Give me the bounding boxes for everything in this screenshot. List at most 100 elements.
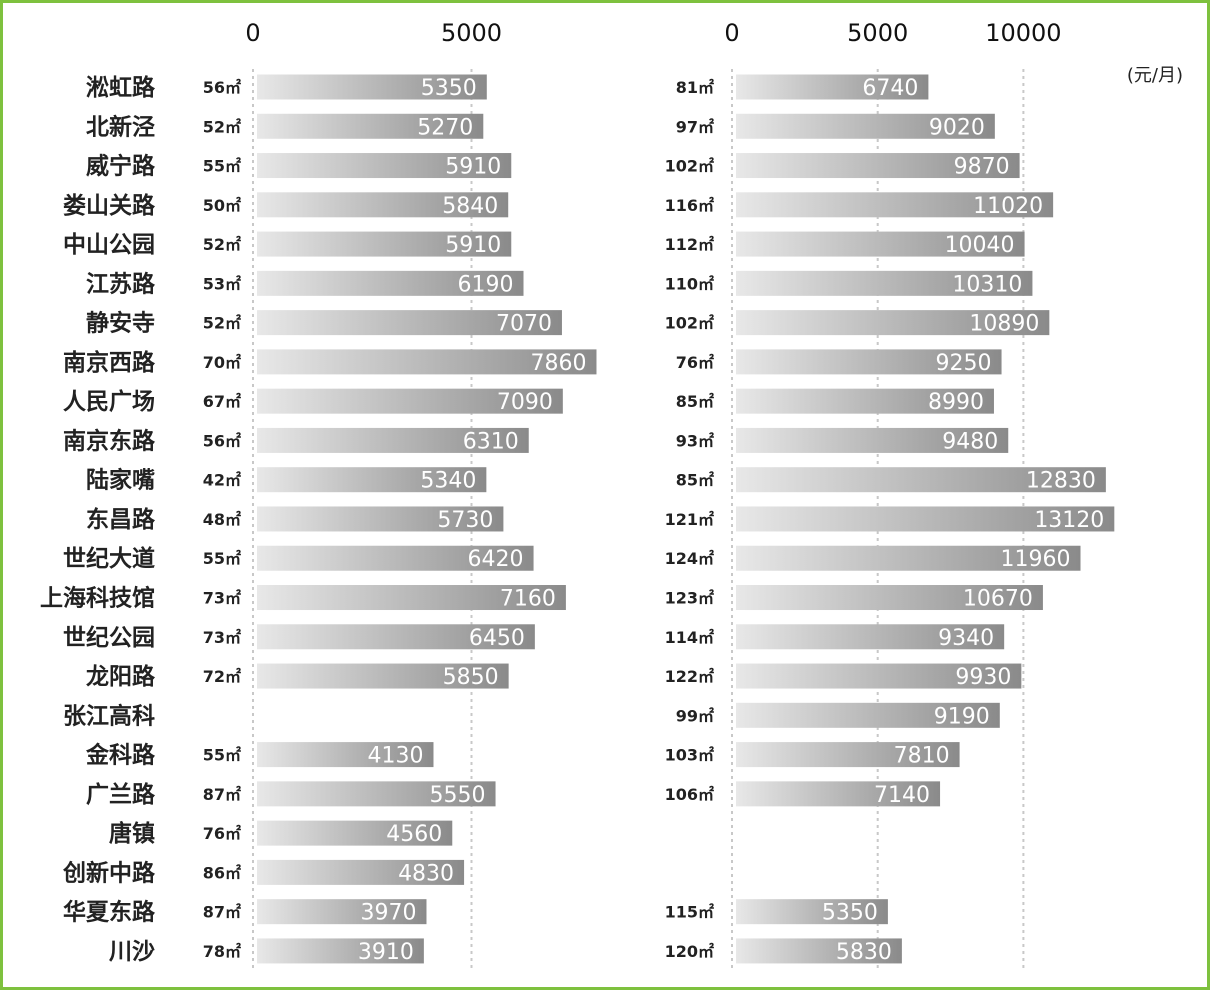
bar — [257, 74, 487, 100]
x-tick-label: 5000 — [847, 19, 908, 47]
bar-value-label: 5910 — [445, 155, 501, 180]
bar — [257, 113, 484, 139]
area-label: 48㎡ — [203, 510, 241, 529]
bar-value-label: 11960 — [1001, 547, 1071, 572]
area-label: 67㎡ — [203, 392, 241, 411]
area-label: 52㎡ — [203, 235, 241, 254]
area-label: 103㎡ — [665, 746, 714, 765]
bar-value-label: 4560 — [386, 822, 442, 847]
bar — [257, 781, 496, 807]
unit-label: (元/月) — [1127, 65, 1183, 86]
bar — [257, 820, 453, 846]
area-label: 56㎡ — [203, 431, 241, 450]
bar-value-label: 6310 — [463, 429, 519, 454]
area-label: 93㎡ — [676, 431, 714, 450]
bar-value-label: 10040 — [945, 233, 1015, 258]
x-tick-label: 10000 — [985, 19, 1061, 47]
station-label: 川沙 — [109, 939, 155, 965]
area-label: 121㎡ — [665, 510, 714, 529]
bar-value-label: 9870 — [954, 155, 1010, 180]
area-label: 85㎡ — [676, 392, 714, 411]
station-label: 华夏东路 — [63, 899, 156, 926]
station-label: 上海科技馆 — [40, 585, 155, 612]
area-label: 87㎡ — [203, 903, 241, 922]
bar-value-label: 5830 — [836, 940, 892, 965]
station-label: 北新泾 — [86, 113, 155, 140]
area-label: 81㎡ — [676, 78, 714, 97]
bar-value-label: 5350 — [421, 76, 477, 101]
bar — [736, 192, 1054, 218]
area-label: 86㎡ — [203, 863, 241, 882]
area-label: 116㎡ — [665, 196, 714, 215]
bar-value-label: 6420 — [468, 547, 524, 572]
bar — [257, 506, 504, 532]
bar-value-label: 9930 — [955, 665, 1011, 690]
station-label: 威宁路 — [86, 153, 156, 180]
bar — [736, 702, 1000, 728]
bar-value-label: 6450 — [469, 626, 525, 651]
bar — [257, 310, 562, 336]
area-label: 115㎡ — [665, 903, 714, 922]
area-label: 112㎡ — [665, 235, 714, 254]
bar — [257, 231, 512, 257]
area-label: 120㎡ — [665, 942, 714, 961]
bar-value-label: 5270 — [417, 115, 473, 140]
bar — [736, 506, 1115, 532]
area-label: 50㎡ — [203, 196, 241, 215]
bar-value-label: 9340 — [938, 626, 994, 651]
bar-value-label: 3910 — [358, 940, 414, 965]
bar-value-label: 5350 — [822, 901, 878, 926]
area-label: 123㎡ — [665, 589, 714, 608]
bar-value-label: 9020 — [929, 115, 985, 140]
bar-value-label: 5340 — [420, 469, 476, 494]
area-label: 110㎡ — [665, 274, 714, 293]
area-label: 55㎡ — [203, 157, 241, 176]
bar-value-label: 13120 — [1034, 508, 1104, 533]
area-label: 97㎡ — [676, 117, 714, 136]
station-label: 创新中路 — [62, 859, 156, 886]
bar-value-label: 3970 — [360, 901, 416, 926]
station-label: 人民广场 — [63, 388, 155, 415]
area-label: 87㎡ — [203, 785, 241, 804]
bar — [736, 899, 888, 925]
bar-value-label: 7140 — [874, 783, 930, 808]
area-label: 106㎡ — [665, 785, 714, 804]
bar-value-label: 11020 — [973, 194, 1043, 219]
station-label: 中山公园 — [63, 232, 155, 258]
area-label: 76㎡ — [676, 353, 714, 372]
bar-value-label: 9250 — [936, 351, 992, 376]
station-label: 张江高科 — [63, 702, 155, 729]
bar — [736, 467, 1106, 493]
area-label: 73㎡ — [203, 589, 241, 608]
area-label: 52㎡ — [203, 314, 241, 333]
bar-value-label: 4830 — [398, 861, 454, 886]
bar-value-label: 10890 — [969, 312, 1039, 337]
bar-value-label: 9190 — [934, 704, 990, 729]
bar-value-label: 7810 — [894, 744, 950, 769]
area-label: 70㎡ — [203, 353, 241, 372]
bar-value-label: 10310 — [952, 272, 1022, 297]
bar — [257, 585, 566, 611]
bar-value-label: 7160 — [500, 587, 556, 612]
station-label: 世纪大道 — [63, 545, 155, 572]
bar — [257, 899, 427, 925]
area-label: 78㎡ — [203, 942, 241, 961]
bar — [736, 427, 1009, 453]
bar-value-label: 10670 — [963, 587, 1033, 612]
bar-value-label: 8990 — [928, 390, 984, 415]
bar — [736, 153, 1020, 179]
area-label: 53㎡ — [203, 274, 241, 293]
area-label: 99㎡ — [676, 706, 714, 725]
bar — [736, 113, 995, 139]
area-label: 122㎡ — [665, 667, 714, 686]
bar — [257, 624, 535, 650]
bar-value-label: 6190 — [458, 272, 514, 297]
area-label: 52㎡ — [203, 117, 241, 136]
bar — [736, 388, 994, 414]
station-label: 东昌路 — [86, 506, 156, 533]
x-tick-label: 5000 — [441, 19, 502, 47]
area-label: 56㎡ — [203, 78, 241, 97]
bar-value-label: 9480 — [942, 429, 998, 454]
labels: 淞虹路北新泾威宁路娄山关路中山公园江苏路静安寺南京西路人民广场南京东路陆家嘴东昌… — [40, 19, 1183, 965]
